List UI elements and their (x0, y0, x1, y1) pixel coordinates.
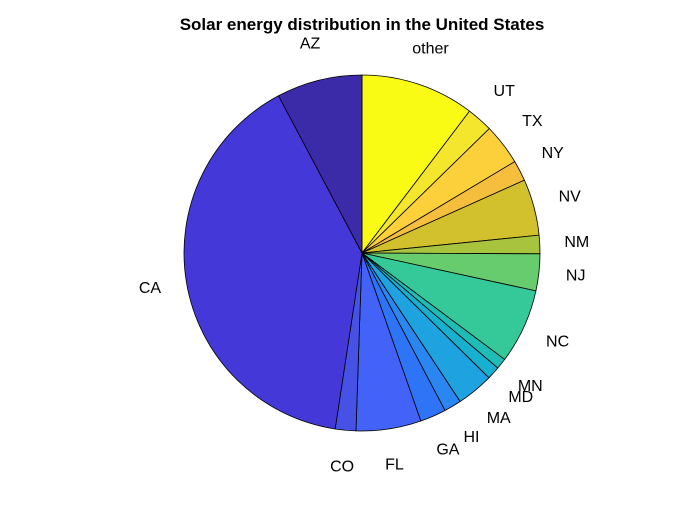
pie-label-nv: NV (559, 189, 582, 206)
pie-label-fl: FL (385, 457, 404, 474)
chart-title: Solar energy distribution in the United … (180, 15, 545, 34)
pie-label-nm: NM (564, 234, 589, 251)
pie-label-md: MD (508, 389, 533, 406)
pie-label-nc: NC (546, 333, 569, 350)
pie-label-co: CO (330, 458, 354, 475)
pie-label-az: AZ (300, 36, 321, 53)
pie-slice-az (277, 74, 363, 254)
pie-label-hi: HI (464, 429, 480, 446)
pie-label-ga: GA (436, 441, 459, 458)
pie-label-tx: TX (522, 113, 543, 130)
pie-label-other: other (412, 40, 449, 57)
pie-label-nj: NJ (566, 268, 586, 285)
pie-label-ca: CA (139, 280, 162, 297)
pie-label-mn: MN (518, 378, 543, 395)
pie-label-ny: NY (542, 145, 565, 162)
pie-slice-other (361, 74, 471, 255)
pie-label-ma: MA (487, 410, 511, 427)
pie-label-ut: UT (494, 83, 516, 100)
pie-slices (183, 74, 541, 432)
pie-slice-ca (183, 95, 363, 430)
